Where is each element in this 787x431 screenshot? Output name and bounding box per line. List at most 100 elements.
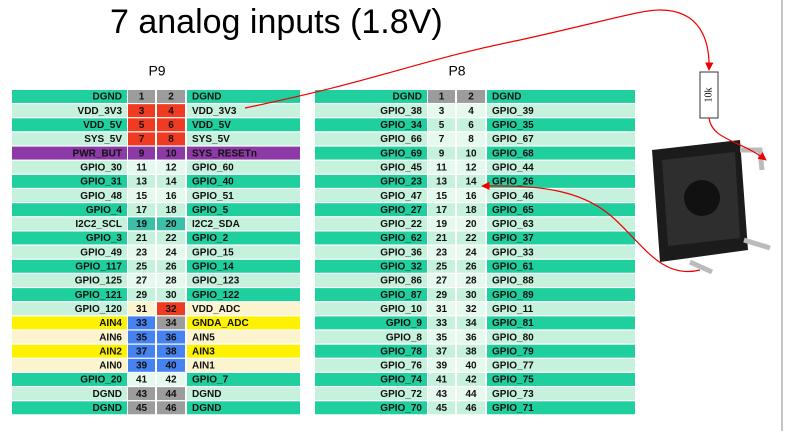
pin-cell: [457, 358, 485, 372]
pin-cell: [487, 344, 635, 358]
pin-cell: [487, 146, 635, 160]
pin-number: 30: [165, 290, 177, 301]
pin-cell: [487, 302, 635, 316]
pin-number: 10: [165, 148, 177, 159]
pin-number: 34: [165, 318, 177, 329]
pin-label: GPIO_121: [75, 290, 123, 301]
pin-cell: [428, 90, 455, 103]
pin-label: GPIO_10: [380, 304, 422, 315]
pin-cell: [315, 273, 427, 287]
pin-cell: [157, 288, 185, 302]
pin-cell: [187, 344, 300, 358]
pin-number: 11: [136, 162, 147, 173]
pin-cell: [157, 104, 185, 118]
pin-cell: [315, 330, 427, 344]
pin-cell: [457, 90, 485, 103]
pin-number: 41: [436, 375, 448, 386]
pin-cell: [128, 273, 155, 287]
pin-label: GPIO_68: [492, 148, 534, 159]
pin-number: 7: [439, 134, 445, 145]
pin-cell: [187, 189, 300, 202]
pin-cell: [315, 189, 427, 202]
pin-label: GPIO_69: [380, 148, 422, 159]
title: 7 analog inputs (1.8V): [110, 3, 443, 41]
pin-cell: [12, 189, 127, 202]
pin-cell: [187, 373, 300, 386]
pin-cell: [187, 288, 300, 302]
pin-number: 2: [468, 92, 474, 103]
pin-label: GPIO_76: [380, 361, 422, 372]
pin-label: GPIO_38: [380, 106, 422, 117]
pin-number: 27: [136, 276, 148, 287]
pin-cell: [187, 146, 300, 160]
pin-cell: [315, 104, 427, 118]
pin-number: 37: [436, 346, 448, 357]
pin-cell: [12, 132, 127, 146]
pin-number: 25: [136, 262, 148, 273]
pin-cell: [128, 174, 155, 188]
pin-number: 27: [436, 276, 448, 287]
pin-label: GPIO_80: [492, 332, 534, 343]
pin-cell: [428, 104, 455, 118]
pin-label: GPIO_5: [192, 205, 229, 216]
pin-number: 29: [436, 290, 448, 301]
pin-cell: [187, 259, 300, 273]
pin-cell: [428, 273, 455, 287]
pin-cell: [315, 245, 427, 259]
pin-label: GPIO_37: [492, 233, 534, 244]
pin-number: 35: [436, 332, 448, 343]
pin-label: GPIO_9: [386, 318, 423, 329]
pin-cell: [487, 330, 635, 344]
pin-label: GPIO_51: [192, 191, 234, 202]
pin-cell: [487, 401, 635, 415]
pin-number: 13: [436, 177, 448, 188]
pin-label: VDD_5V: [192, 120, 231, 131]
pin-number: 26: [465, 262, 477, 273]
pin-cell: [128, 146, 155, 160]
pin-number: 25: [436, 262, 448, 273]
pin-number: 37: [136, 346, 148, 357]
pin-cell: [157, 118, 185, 132]
pin-cell: [487, 174, 635, 188]
pin-cell: [187, 132, 300, 146]
pin-number: 29: [136, 290, 148, 301]
pin-label: GPIO_88: [492, 276, 534, 287]
pin-cell: [428, 132, 455, 146]
wire-arrow: [708, 117, 767, 161]
pin-cell: [12, 288, 127, 302]
pin-number: 20: [465, 219, 477, 230]
pin-cell: [12, 231, 127, 245]
pin-label: I2C2_SCL: [75, 219, 122, 230]
pin-number: 28: [165, 276, 177, 287]
pin-cell: [457, 203, 485, 217]
pin-cell: [315, 90, 427, 103]
pin-cell: [457, 288, 485, 302]
pin-cell: [128, 302, 155, 316]
pin-label: GPIO_62: [380, 233, 422, 244]
pin-cell: [187, 231, 300, 245]
pin-label: GPIO_61: [492, 262, 534, 273]
pin-label: I2C2_SDA: [192, 219, 240, 230]
pin-label: DGND: [93, 389, 122, 400]
pin-cell: [128, 330, 155, 344]
pin-label: GPIO_47: [380, 191, 422, 202]
pin-cell: [187, 387, 300, 401]
pin-label: GPIO_71: [492, 403, 534, 414]
pin-cell: [428, 231, 455, 245]
pin-cell: [157, 273, 185, 287]
pin-number: 8: [468, 134, 474, 145]
pin-number: 16: [465, 191, 477, 202]
pin-cell: [315, 259, 427, 273]
pin-label: GPIO_14: [192, 262, 234, 273]
pin-cell: [12, 330, 127, 344]
pin-number: 3: [439, 106, 445, 117]
pin-label: VDD_3V3: [192, 106, 237, 117]
pin-cell: [487, 132, 635, 146]
pin-cell: [157, 401, 185, 415]
pin-label: GPIO_30: [80, 162, 122, 173]
pin-cell: [128, 259, 155, 273]
pin-cell: [128, 344, 155, 358]
pin-label: GNDA_ADC: [192, 318, 249, 329]
pin-label: GPIO_65: [492, 205, 534, 216]
